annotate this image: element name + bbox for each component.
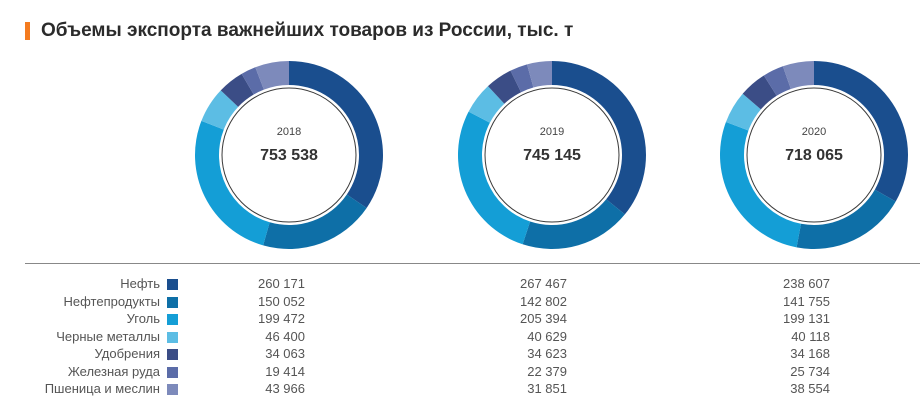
- row-value-2020: 40 118: [791, 328, 830, 344]
- donut-segment-2019-1: [522, 199, 625, 249]
- legend-swatch: [167, 296, 178, 308]
- donut-total-label: 718 065: [785, 147, 843, 164]
- row-value-2020: 25 734: [790, 363, 830, 379]
- row-label: Пшеница и меслин: [44, 381, 160, 396]
- donut-segment-2019-4: [487, 70, 522, 104]
- donut-year-label: 2019: [540, 126, 564, 138]
- donut-segment-2020-1: [796, 189, 896, 249]
- table-row: Нефтепродукты 150 052 142 802 141 755: [0, 294, 920, 311]
- donut-segment-2018-0: [289, 61, 383, 208]
- donut-segment-2020-0: [814, 61, 908, 202]
- row-value-2018: 34 063: [265, 346, 305, 361]
- donut-segment-2019-2: [457, 111, 531, 245]
- donut-segment-2019-6: [527, 61, 552, 88]
- row-value-2020: 141 755: [783, 293, 830, 309]
- donut-segment-2020-6: [782, 61, 814, 89]
- table-divider: [25, 263, 920, 264]
- row-value-2019: 34 623: [527, 346, 567, 361]
- table-row: Нефть 260 171 267 467 238 607: [0, 276, 920, 293]
- donut-segment-2018-3: [201, 90, 239, 130]
- donut-segment-2018-2: [194, 120, 270, 246]
- donut-year-label: 2018: [277, 126, 301, 138]
- row-label: Черные металлы: [56, 328, 160, 344]
- row-value-2020: 238 607: [783, 276, 830, 291]
- row-value-2018: 199 472: [258, 311, 305, 326]
- donut-segment-2020-4: [742, 75, 777, 110]
- row-label: Железная руда: [67, 363, 160, 379]
- table-row: Уголь 199 472 205 394 199 131: [0, 311, 920, 328]
- row-value-2018: 150 052: [258, 293, 305, 309]
- chart-title: Объемы экспорта важнейших товаров из Рос…: [41, 20, 574, 41]
- table-row: Черные металлы 46 400 40 629 40 118: [0, 329, 920, 346]
- row-value-2019: 267 467: [520, 276, 567, 291]
- donut-center-ring: [221, 87, 357, 223]
- row-value-2020: 38 554: [790, 381, 830, 396]
- row-value-2019: 205 394: [520, 311, 567, 326]
- row-label: Удобрения: [94, 346, 160, 361]
- donut-segment-2020-2: [720, 122, 802, 248]
- row-value-2019: 22 379: [527, 363, 567, 379]
- row-value-2019: 142 802: [520, 293, 567, 309]
- donut-segment-2019-5: [510, 64, 534, 93]
- donut-segment-2018-1: [263, 194, 367, 249]
- legend-swatch: [167, 279, 178, 290]
- row-value-2018: 260 171: [258, 276, 305, 291]
- donut-segment-2018-6: [255, 61, 289, 90]
- table-row: Пшеница и меслин 43 966 31 851 38 554: [0, 381, 920, 398]
- legend-swatch: [167, 349, 178, 360]
- row-label: Нефть: [120, 276, 160, 291]
- title-accent-bar: [25, 22, 30, 40]
- donut-charts: 2018 753 538 2019 745 145 2020 718 065: [194, 61, 908, 249]
- donut-year-label: 2020: [802, 126, 826, 138]
- row-label: Нефтепродукты: [63, 293, 161, 309]
- donut-segment-2018-4: [220, 73, 254, 107]
- legend-swatch: [167, 384, 178, 395]
- row-value-2020: 34 168: [790, 346, 830, 361]
- donut-2019: 2019 745 145: [457, 61, 646, 249]
- row-value-2018: 43 966: [265, 381, 305, 396]
- donut-segment-2019-3: [468, 86, 505, 123]
- legend-swatch: [167, 314, 178, 325]
- donut-2020: 2020 718 065: [720, 61, 908, 249]
- donut-2018: 2018 753 538: [194, 61, 383, 249]
- table-row: Удобрения 34 063 34 623 34 168: [0, 346, 920, 363]
- donut-total-label: 745 145: [523, 147, 581, 164]
- row-label: Уголь: [126, 311, 160, 326]
- row-value-2019: 40 629: [527, 328, 567, 344]
- donut-segment-2018-5: [241, 67, 264, 95]
- donut-center-ring: [484, 87, 620, 223]
- row-value-2019: 31 851: [527, 381, 567, 396]
- row-value-2018: 46 400: [265, 328, 305, 344]
- row-value-2020: 199 131: [783, 311, 830, 326]
- legend-swatch: [167, 331, 178, 343]
- table-row: Железная руда 19 414 22 379 25 734: [0, 364, 920, 381]
- donut-segment-2020-5: [763, 66, 791, 96]
- row-value-2018: 19 414: [265, 363, 305, 379]
- donut-segment-2020-3: [725, 93, 761, 131]
- donut-segment-2019-0: [552, 61, 646, 215]
- legend-swatch: [167, 366, 178, 378]
- donut-center-ring: [746, 87, 882, 223]
- donut-total-label: 753 538: [260, 147, 318, 164]
